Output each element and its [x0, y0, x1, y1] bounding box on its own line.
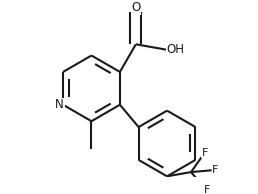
Text: F: F [202, 148, 208, 158]
Text: F: F [203, 185, 210, 194]
Text: N: N [55, 98, 64, 111]
Text: OH: OH [166, 43, 184, 56]
Text: F: F [212, 165, 219, 175]
Text: O: O [131, 1, 141, 14]
